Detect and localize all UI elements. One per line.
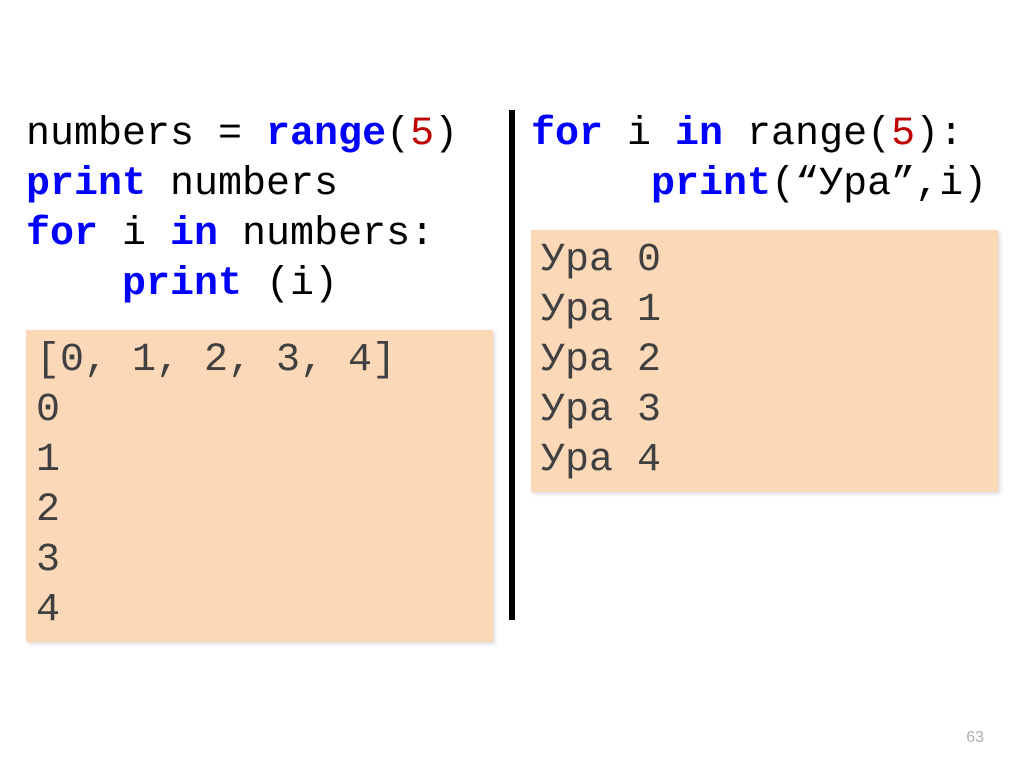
code-text: (“Ура”,i) bbox=[771, 162, 987, 207]
vertical-divider bbox=[509, 110, 515, 620]
code-text: ) bbox=[434, 112, 458, 157]
code-text: numbers: bbox=[218, 212, 434, 257]
code-text: (i) bbox=[242, 262, 338, 307]
keyword-print: print bbox=[122, 262, 242, 307]
slide: numbers = range(5) print numbers for i i… bbox=[0, 0, 1024, 767]
left-column: numbers = range(5) print numbers for i i… bbox=[16, 110, 503, 642]
left-code-block: numbers = range(5) print numbers for i i… bbox=[26, 110, 493, 310]
code-text: numbers = bbox=[26, 112, 266, 157]
keyword-in: in bbox=[170, 212, 218, 257]
keyword-in: in bbox=[675, 112, 723, 157]
columns: numbers = range(5) print numbers for i i… bbox=[0, 0, 1024, 642]
code-text: numbers bbox=[146, 162, 338, 207]
keyword-for: for bbox=[26, 212, 98, 257]
right-output-block: Ура 0 Ура 1 Ура 2 Ура 3 Ура 4 bbox=[531, 230, 998, 492]
code-text: ( bbox=[386, 112, 410, 157]
keyword-print: print bbox=[651, 162, 771, 207]
page-number: 63 bbox=[966, 729, 984, 747]
code-indent bbox=[531, 162, 651, 207]
code-text: i bbox=[603, 112, 675, 157]
number-literal: 5 bbox=[891, 112, 915, 157]
right-column: for i in range(5): print(“Ура”,i) Ура 0 … bbox=[521, 110, 1008, 642]
left-output-block: [0, 1, 2, 3, 4] 0 1 2 3 4 bbox=[26, 330, 493, 642]
keyword-range: range bbox=[266, 112, 386, 157]
right-code-block: for i in range(5): print(“Ура”,i) bbox=[531, 110, 998, 210]
code-text: ): bbox=[915, 112, 963, 157]
code-text: i bbox=[98, 212, 170, 257]
keyword-print: print bbox=[26, 162, 146, 207]
code-text: range( bbox=[723, 112, 891, 157]
code-indent bbox=[26, 262, 122, 307]
number-literal: 5 bbox=[410, 112, 434, 157]
keyword-for: for bbox=[531, 112, 603, 157]
